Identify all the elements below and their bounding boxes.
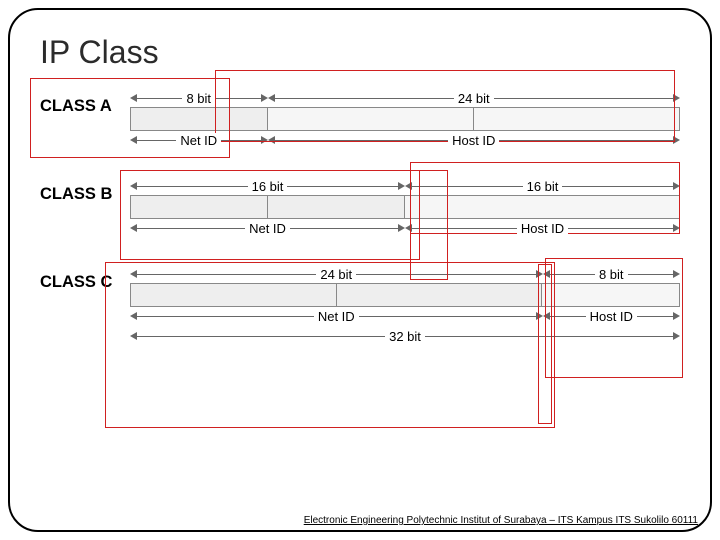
seg-b-net1 xyxy=(131,196,268,218)
class-diagrams: CLASS A 8 bit 24 bit xyxy=(40,89,680,345)
class-c-top-dims: 24 bit 8 bit xyxy=(130,265,680,283)
seg-a-net xyxy=(131,108,268,130)
class-row-b: CLASS B 16 bit 16 bit xyxy=(40,177,680,237)
class-row-a: CLASS A 8 bit 24 bit xyxy=(40,89,680,149)
seg-a-host1 xyxy=(268,108,474,130)
dim-a-host: 24 bit xyxy=(268,89,681,107)
dim-b-host: 16 bit xyxy=(405,177,680,195)
lbl-b-netid: Net ID xyxy=(130,219,405,237)
class-row-c: CLASS C 24 bit 8 bit xyxy=(40,265,680,345)
class-c-diagram: 24 bit 8 bit Net ID xyxy=(130,265,680,345)
seg-b-host xyxy=(405,196,679,218)
seg-b-net2 xyxy=(268,196,405,218)
dim-c-32bit: 32 bit xyxy=(130,327,680,345)
dim-c-host: 8 bit xyxy=(543,265,681,283)
seg-c-net1 xyxy=(131,284,337,306)
seg-c-host xyxy=(542,284,679,306)
seg-c-net2 xyxy=(337,284,543,306)
class-a-diagram: 8 bit 24 bit Net ID xyxy=(130,89,680,149)
class-b-diagram: 16 bit 16 bit Net ID xyxy=(130,177,680,237)
class-a-bar xyxy=(130,107,680,131)
class-b-top-dims: 16 bit 16 bit xyxy=(130,177,680,195)
class-a-bottom-dims: Net ID Host ID xyxy=(130,131,680,149)
class-b-bottom-dims: Net ID Host ID xyxy=(130,219,680,237)
lbl-c-netid: Net ID xyxy=(130,307,543,325)
class-c-label: CLASS C xyxy=(40,273,112,292)
class-c-bar xyxy=(130,283,680,307)
page-title: IP Class xyxy=(40,34,680,71)
lbl-b-hostid: Host ID xyxy=(405,219,680,237)
lbl-c-hostid: Host ID xyxy=(543,307,681,325)
class-b-bar xyxy=(130,195,680,219)
lbl-a-netid: Net ID xyxy=(130,131,268,149)
class-b-label: CLASS B xyxy=(40,185,112,204)
class-a-label: CLASS A xyxy=(40,97,112,116)
class-c-bottom-dims: Net ID Host ID xyxy=(130,307,680,325)
dim-b-net: 16 bit xyxy=(130,177,405,195)
footer-text: Electronic Engineering Polytechnic Insti… xyxy=(304,515,698,526)
seg-a-host2 xyxy=(474,108,680,130)
dim-a-net: 8 bit xyxy=(130,89,268,107)
lbl-a-hostid: Host ID xyxy=(268,131,681,149)
slide-frame: IP Class CLASS A 8 bit 24 bit xyxy=(8,8,712,532)
class-a-top-dims: 8 bit 24 bit xyxy=(130,89,680,107)
dim-c-net: 24 bit xyxy=(130,265,543,283)
class-c-full-dim: 32 bit xyxy=(130,327,680,345)
